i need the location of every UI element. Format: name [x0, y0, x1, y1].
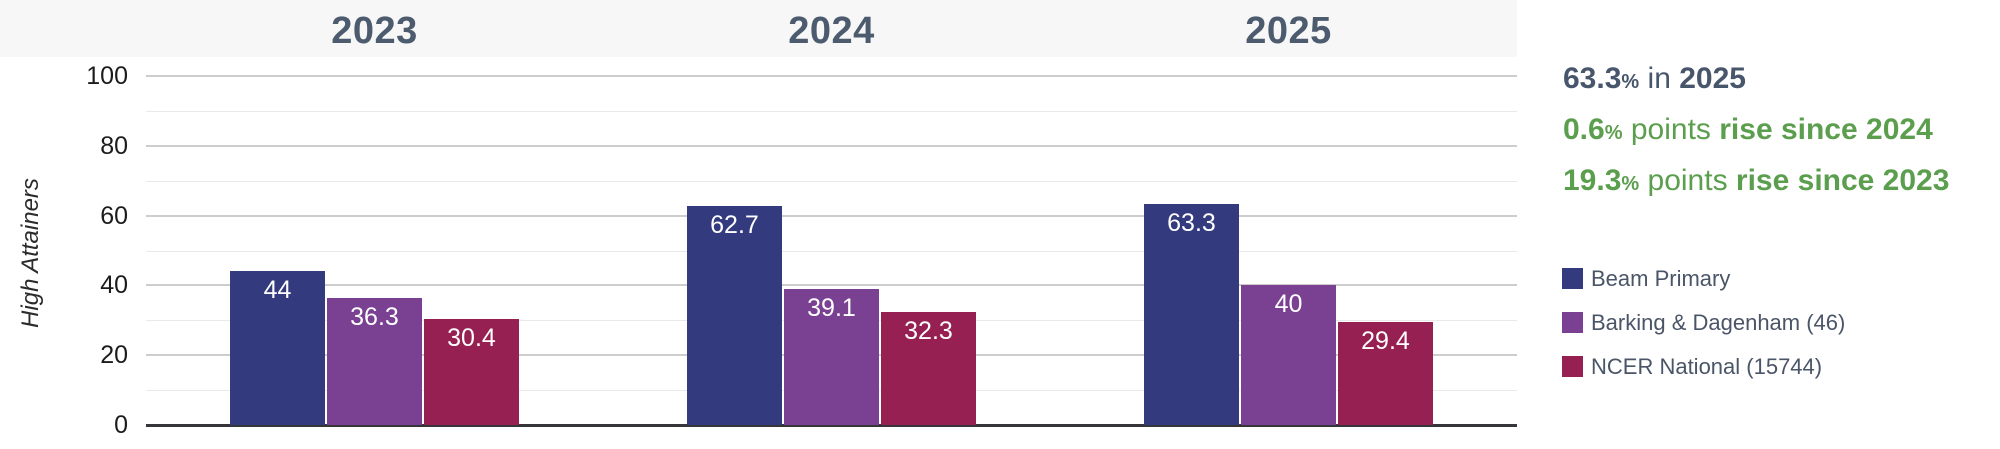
- legend-swatch: [1562, 356, 1583, 377]
- bar: 40: [1241, 285, 1336, 425]
- year-header: 2024: [788, 10, 875, 52]
- bar-value-label: 62.7: [710, 211, 759, 240]
- legend-item: NCER National (15744): [1562, 353, 1845, 379]
- y-tick-label: 20: [100, 341, 128, 370]
- y-tick-label: 80: [100, 131, 128, 160]
- gridline-minor: [146, 180, 1517, 182]
- stat-text: points: [1622, 113, 1720, 146]
- legend-item: Barking & Dagenham (46): [1562, 309, 1846, 335]
- legend-swatch: [1562, 312, 1583, 333]
- stat-text: points: [1639, 164, 1736, 197]
- gridline-major: [146, 75, 1517, 77]
- stat-text: rise since 2023: [1735, 164, 1950, 197]
- legend: Beam Primary Barking & Dagenham (46) NCER …: [1562, 265, 1846, 400]
- y-tick-label: 60: [100, 201, 128, 230]
- bar: 36.3: [327, 298, 422, 425]
- y-tick-label: 100: [86, 62, 128, 90]
- legend-label: Barking & Dagenham (46): [1591, 309, 1846, 335]
- bar: 39.1: [784, 288, 879, 425]
- gridline-minor: [146, 110, 1517, 112]
- year-header: 2023: [331, 10, 418, 52]
- x-axis-line: [146, 424, 1517, 427]
- bar-value-label: 40: [1274, 290, 1303, 319]
- bar-value-label: 63.3: [1167, 209, 1216, 238]
- bar: 30.4: [424, 318, 519, 425]
- stat-line: 19.3% points rise since 2023: [1563, 157, 1949, 208]
- bar: 44: [230, 271, 325, 425]
- bar-value-label: 36.3: [350, 303, 399, 332]
- bar: 63.3: [1144, 204, 1239, 425]
- stat-text: %: [1621, 71, 1640, 93]
- legend-item: Beam Primary: [1562, 265, 1845, 291]
- bar-value-label: 32.3: [904, 317, 953, 346]
- stat-text: 63.3: [1563, 62, 1622, 95]
- stat-line: 0.6% points rise since 2024: [1563, 106, 1949, 157]
- stat-text: 19.3: [1563, 164, 1622, 197]
- stat-line: 63.3% in 2025: [1563, 55, 1949, 106]
- stat-text: %: [1621, 173, 1640, 195]
- bar: 29.4: [1338, 322, 1433, 425]
- y-axis-title: High Attainers: [17, 178, 44, 328]
- bar: 32.3: [881, 312, 976, 425]
- bar: 62.7: [687, 206, 782, 425]
- y-tick-label: 40: [100, 271, 128, 300]
- bar-value-label: 44: [263, 276, 292, 305]
- legend-label: NCER National (15744): [1591, 353, 1823, 379]
- stat-text: 0.6: [1563, 113, 1605, 146]
- gridline-minor: [146, 250, 1517, 252]
- legend-label: Beam Primary: [1591, 265, 1731, 291]
- y-tick-label: 0: [114, 411, 128, 439]
- gridline-major: [146, 214, 1517, 217]
- legend-swatch: [1562, 268, 1583, 289]
- year-header-band: [0, 0, 1517, 57]
- stat-text: %: [1604, 122, 1623, 144]
- bar-value-label: 29.4: [1361, 327, 1410, 356]
- gridline-major: [146, 284, 1517, 287]
- stat-text: rise since 2024: [1719, 113, 1933, 146]
- stat-text: in: [1639, 62, 1680, 95]
- year-header: 2025: [1245, 10, 1332, 52]
- bar-value-label: 39.1: [807, 293, 856, 322]
- stat-text: 2025: [1679, 62, 1746, 95]
- stats-panel: 63.3% in 2025 0.6% points rise since 2024…: [1563, 55, 1949, 208]
- gridline-major: [146, 144, 1517, 147]
- bar-value-label: 30.4: [447, 323, 496, 352]
